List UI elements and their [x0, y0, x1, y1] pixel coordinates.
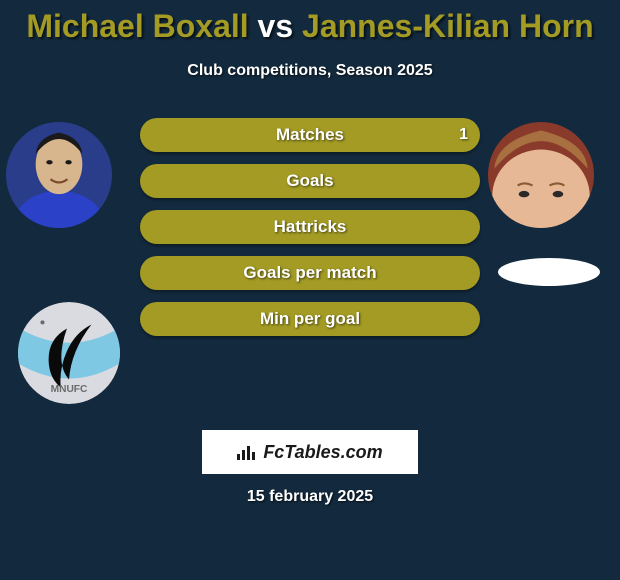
- page-title: Michael Boxall vs Jannes-Kilian Horn: [0, 8, 620, 45]
- club1-logo: MNUFC: [18, 302, 120, 404]
- brand-text: FcTables.com: [263, 442, 382, 463]
- player1-avatar: [6, 122, 112, 228]
- stat-bar: Hattricks: [140, 210, 480, 244]
- vs-connector: vs: [249, 8, 302, 44]
- stat-bar-label: Hattricks: [140, 210, 480, 244]
- player2-avatar: [488, 122, 594, 228]
- stat-bar-label: Goals per match: [140, 256, 480, 290]
- stat-bar-label: Goals: [140, 164, 480, 198]
- subtitle: Club competitions, Season 2025: [0, 62, 620, 80]
- club1-logo-svg: MNUFC: [18, 302, 120, 404]
- comparison-page: Michael Boxall vs Jannes-Kilian Horn Clu…: [0, 0, 620, 580]
- stat-bar: Matches1: [140, 118, 480, 152]
- stat-bar: Goals: [140, 164, 480, 198]
- player1-name: Michael Boxall: [26, 8, 248, 44]
- stat-bar-label: Matches: [140, 118, 480, 152]
- brand-box[interactable]: FcTables.com: [202, 430, 418, 474]
- date-label: 15 february 2025: [0, 488, 620, 506]
- player1-avatar-svg: [6, 122, 112, 228]
- stat-bar-right-value: 1: [459, 118, 468, 152]
- player2-avatar-svg: [488, 122, 594, 228]
- stat-bars: Matches1 Goals Hattricks Goals per match Min…: [140, 118, 480, 348]
- bar-chart-icon: [237, 444, 257, 460]
- stat-bar: Min per goal: [140, 302, 480, 336]
- club2-logo-placeholder: [498, 258, 600, 286]
- svg-text:MNUFC: MNUFC: [51, 384, 88, 395]
- stat-bar: Goals per match: [140, 256, 480, 290]
- stat-bar-label: Min per goal: [140, 302, 480, 336]
- player2-name: Jannes-Kilian Horn: [302, 8, 594, 44]
